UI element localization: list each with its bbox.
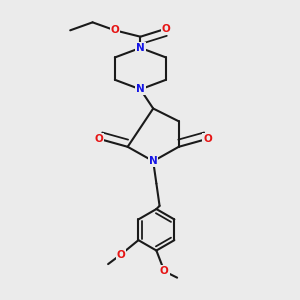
Text: O: O — [162, 24, 170, 34]
Text: O: O — [203, 134, 212, 144]
Text: O: O — [160, 266, 169, 276]
Text: O: O — [116, 250, 125, 260]
Text: O: O — [110, 25, 119, 35]
Text: N: N — [136, 84, 145, 94]
Text: N: N — [136, 43, 145, 53]
Text: N: N — [149, 156, 158, 166]
Text: O: O — [94, 134, 103, 144]
